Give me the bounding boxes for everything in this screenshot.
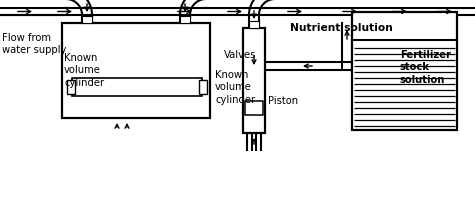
Bar bbox=[180, 16, 190, 23]
Bar bbox=[82, 16, 92, 23]
Bar bbox=[352, 12, 457, 130]
Bar bbox=[249, 21, 259, 28]
Bar bbox=[245, 101, 263, 115]
Bar bbox=[67, 80, 75, 94]
Text: Piston: Piston bbox=[268, 96, 298, 106]
Text: Known
volume
cylinder: Known volume cylinder bbox=[215, 70, 255, 105]
Text: Fertilizer
stock
solution: Fertilizer stock solution bbox=[400, 50, 451, 85]
Bar bbox=[243, 28, 265, 133]
Bar bbox=[72, 78, 202, 96]
Text: Flow from
water supply: Flow from water supply bbox=[2, 33, 67, 55]
Text: Nutrient solution: Nutrient solution bbox=[290, 23, 393, 33]
Text: Valves: Valves bbox=[224, 50, 256, 60]
Bar bbox=[62, 23, 210, 118]
Text: Known
volume
cylinder: Known volume cylinder bbox=[64, 53, 104, 88]
Bar bbox=[199, 80, 207, 94]
